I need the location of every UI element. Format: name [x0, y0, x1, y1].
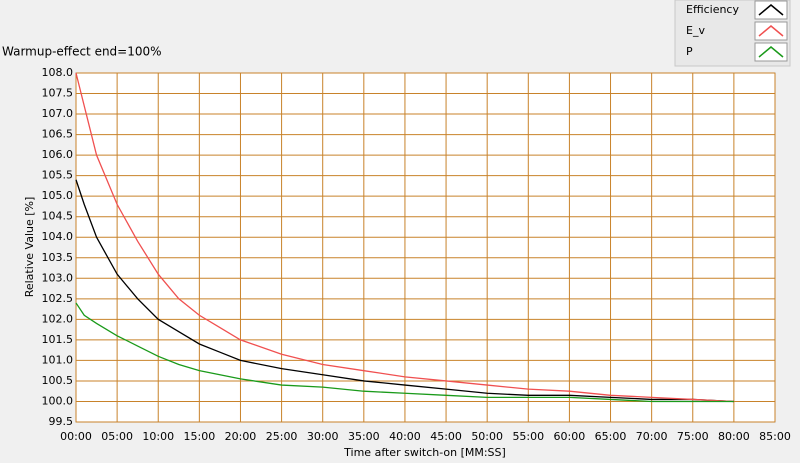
series-line	[75, 302, 734, 403]
y-tick-label: 103.5	[42, 251, 74, 264]
x-tick-label: 30:00	[307, 430, 339, 443]
x-tick-label: 65:00	[595, 430, 627, 443]
y-tick-label: 104.5	[42, 210, 74, 223]
y-tick-label: 107.5	[42, 87, 74, 100]
y-tick-label: 107.0	[42, 107, 74, 120]
x-axis-label: Time after switch-on [MM:SS]	[343, 446, 506, 459]
y-tick-label: 100.0	[42, 394, 74, 407]
legend-swatch-box	[754, 42, 788, 62]
legend-swatch-box	[754, 0, 788, 20]
y-tick-label: 105.5	[42, 169, 74, 182]
x-tick-label: 80:00	[718, 430, 750, 443]
y-tick-label: 102.0	[42, 312, 74, 325]
legend-label: E_v	[686, 24, 705, 37]
x-tick-label: 15:00	[184, 430, 216, 443]
y-tick-label: 103.0	[42, 271, 74, 284]
series-line	[75, 72, 734, 403]
x-tick-label: 70:00	[636, 430, 668, 443]
x-tick-label: 40:00	[389, 430, 421, 443]
x-tick-label: 25:00	[266, 430, 298, 443]
y-tick-label: 99.5	[49, 415, 74, 428]
legend-swatch	[758, 4, 784, 16]
y-tick-label: 106.0	[42, 148, 74, 161]
y-tick-label: 102.5	[42, 292, 74, 305]
legend-label: Efficiency	[686, 3, 739, 16]
x-tick-label: 45:00	[430, 430, 462, 443]
chart-title: Warmup-effect end=100%	[2, 45, 162, 59]
legend-swatch	[758, 25, 784, 37]
x-tick-label: 55:00	[512, 430, 544, 443]
series-line	[75, 179, 734, 403]
y-tick-label: 108.0	[42, 66, 74, 79]
x-tick-label: 75:00	[677, 430, 709, 443]
x-tick-label: 85:00	[759, 430, 791, 443]
plot-area	[75, 72, 776, 423]
y-tick-label: 105.0	[42, 189, 74, 202]
y-tick-label: 104.0	[42, 230, 74, 243]
y-tick-label: 101.5	[42, 333, 74, 346]
legend-label: P	[686, 45, 693, 58]
x-tick-label: 20:00	[225, 430, 257, 443]
y-tick-label: 100.5	[42, 374, 74, 387]
legend-swatch-box	[754, 21, 788, 41]
y-tick-label: 106.5	[42, 128, 74, 141]
x-tick-label: 00:00	[60, 430, 92, 443]
x-tick-label: 60:00	[554, 430, 586, 443]
x-tick-label: 10:00	[142, 430, 174, 443]
x-tick-label: 05:00	[101, 430, 133, 443]
y-axis-label: Relative Value [%]	[23, 197, 36, 298]
y-tick-label: 101.0	[42, 353, 74, 366]
x-tick-label: 35:00	[348, 430, 380, 443]
legend-swatch	[758, 46, 784, 58]
x-tick-label: 50:00	[471, 430, 503, 443]
